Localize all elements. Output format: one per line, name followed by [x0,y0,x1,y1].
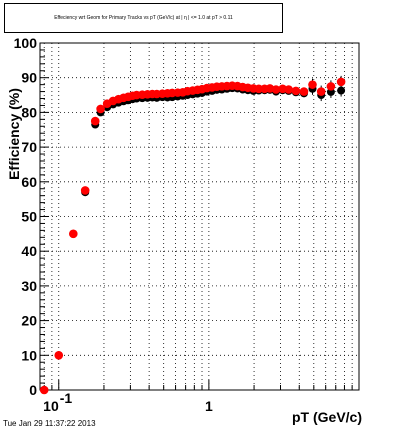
x-axis-title: pT (GeV/c) [292,409,362,425]
y-tick-label: 50 [21,209,37,225]
data-point [69,229,78,239]
x-tick-label: 1 [205,398,213,414]
data-point [284,85,293,94]
data-point [299,87,309,96]
chart-title-box: Effeciency wrt Geom for Primary Tracks v… [4,3,283,33]
data-point [316,87,326,96]
y-tick-label: 70 [21,139,37,155]
y-tick-label: 30 [21,278,37,294]
data-point [308,80,317,89]
y-tick-label: 40 [21,243,37,259]
series-1 [39,75,346,395]
y-tick-label: 100 [14,35,38,51]
data-point [271,85,281,94]
y-tick-label: 60 [21,174,37,190]
y-tick-label: 0 [29,382,37,398]
data-point [291,86,301,96]
data-point [80,186,90,195]
y-tick-label: 80 [21,104,37,120]
chart-title: Effeciency wrt Geom for Primary Tracks v… [54,15,233,21]
axis-ticks [40,42,360,391]
x-tick-label-exponent: -1 [60,390,73,406]
y-tick-label: 20 [21,313,37,329]
data-series [39,75,346,395]
y-axis-title: Efficiency (%) [6,88,22,180]
data-point [336,77,346,87]
data-point [337,86,346,95]
data-point [96,104,105,114]
data-point [326,82,336,91]
y-tick-label: 90 [21,70,37,86]
data-point [90,116,100,126]
x-tick-label: 10 [43,398,59,414]
y-tick-label: 10 [21,347,37,363]
timestamp: Tue Jan 29 11:37:22 2013 [3,419,96,428]
data-point [39,385,49,395]
data-point [54,351,64,360]
